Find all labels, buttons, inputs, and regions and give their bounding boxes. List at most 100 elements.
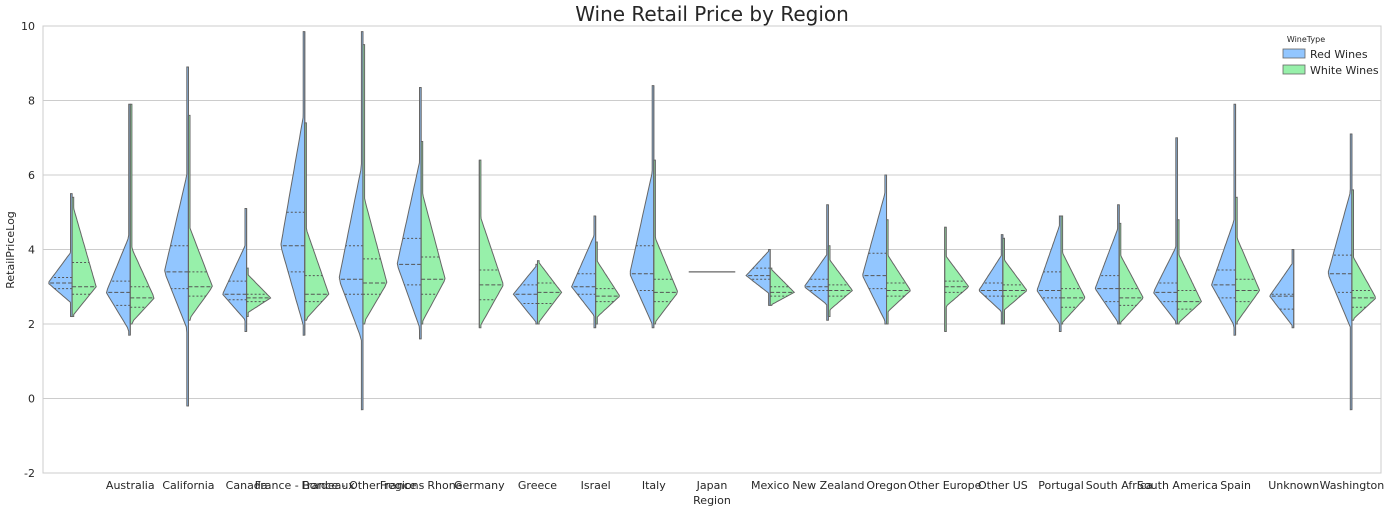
x-tick-label: Portugal — [1038, 479, 1084, 492]
violin-body — [222, 207, 248, 333]
violin-white-wines-portugal — [1060, 215, 1086, 325]
x-axis-label: Region — [693, 494, 731, 507]
violin-white-wines-south-america — [1176, 219, 1203, 325]
violin-white-wines-canada — [246, 267, 272, 318]
violin-red-wines-italy — [629, 85, 655, 329]
violin-white-wines-israel — [595, 241, 620, 325]
violin-white-wines-other-us — [1002, 237, 1027, 325]
violin-marks — [48, 31, 1376, 411]
legend-swatch-red-wines — [1282, 48, 1306, 59]
violin-white-wines-washington — [1351, 189, 1376, 321]
legend: WineType Red Wines White Wines — [1282, 35, 1379, 77]
chart-title: Wine Retail Price by Region — [575, 2, 849, 26]
violin-white-wines-mexico — [769, 267, 796, 306]
x-tick-label: Other Europe — [908, 479, 982, 492]
x-tick-label: South Africa — [1086, 479, 1153, 492]
violin-body — [105, 103, 131, 336]
violin-white-wines-france-other-regions — [362, 44, 388, 325]
violin-white-wines-italy — [653, 159, 678, 325]
x-tick-label: Washington — [1320, 479, 1385, 492]
plot-frame — [42, 25, 1382, 474]
x-tick-label: Oregon — [866, 479, 906, 492]
y-tick-label: 6 — [28, 169, 35, 182]
violin-body — [886, 219, 911, 325]
violin-white-wines-spain — [1235, 196, 1261, 325]
violin-body — [1036, 215, 1062, 333]
violin-red-wines-oregon — [862, 174, 888, 325]
violin-white-wines-california — [187, 114, 213, 321]
x-tick-label: Australia — [106, 479, 155, 492]
violin-body — [571, 215, 597, 329]
violin-white-wines-germany — [478, 159, 504, 329]
y-tick-label: 8 — [28, 95, 35, 108]
violin-body — [653, 159, 678, 325]
violin-body — [827, 245, 853, 318]
violin-red-wines-france-bordeaux — [280, 31, 306, 336]
violin-body — [71, 196, 97, 318]
violin-red-wines-spain — [1211, 103, 1237, 336]
x-tick-label: Unknown — [1268, 479, 1319, 492]
x-tick-label: France - Other regions — [302, 479, 425, 492]
violin-red-wines-australia — [105, 103, 131, 336]
violin-white-wines-south-africa — [1118, 222, 1144, 325]
x-tick-label: Mexico — [751, 479, 790, 492]
y-tick-label: -2 — [24, 467, 35, 480]
violin-body — [1002, 237, 1027, 325]
violin-body — [1176, 219, 1203, 325]
y-tick-label: 10 — [21, 20, 35, 33]
x-tick-label: Spain — [1220, 479, 1251, 492]
violin-body — [338, 31, 364, 411]
violin-body — [629, 85, 655, 329]
x-tick-label: Greece — [518, 479, 557, 492]
violin-body — [1060, 215, 1086, 325]
violin-red-wines-canada — [222, 207, 248, 333]
violin-body — [745, 249, 771, 306]
legend-swatch-white-wines — [1282, 64, 1306, 75]
x-tick-label: Japan — [696, 479, 728, 492]
violin-body — [362, 44, 388, 325]
violin-body — [944, 226, 970, 333]
violin-white-wines-france-bordeaux — [304, 122, 330, 321]
violin-red-wines-other-us — [978, 234, 1004, 325]
x-tick-label: France - Rhone — [380, 479, 463, 492]
violin-red-wines-mexico — [745, 249, 771, 306]
violin-red-wines-unknown — [1269, 249, 1295, 329]
violin-white-wines-new-zealand — [827, 245, 853, 318]
violin-body — [420, 140, 446, 325]
x-tick-label: New Zealand — [792, 479, 864, 492]
violin-body — [1235, 196, 1261, 325]
violin-body — [129, 103, 155, 325]
violin-white-wines-greece — [536, 260, 563, 325]
violin-body — [246, 267, 272, 318]
violin-red-wines-new-zealand — [804, 204, 829, 321]
violin-white-wines-france-rhone — [420, 140, 446, 325]
violin-red-wines-south-america — [1153, 137, 1178, 325]
violin-red-wines-israel — [571, 215, 597, 329]
violin-red-wines-france-other-regions — [338, 31, 364, 411]
violin-body — [1327, 133, 1353, 411]
x-tick-label: Israel — [581, 479, 611, 492]
y-axis-label: RetailPriceLog — [4, 211, 17, 289]
y-tick-label: 2 — [28, 318, 35, 331]
y-tick-label: 0 — [28, 393, 35, 406]
violin-body — [978, 234, 1004, 325]
violin-body — [187, 114, 213, 321]
violin-red-wines-portugal — [1036, 215, 1062, 333]
violin-body — [164, 66, 189, 407]
violin-body — [1153, 137, 1178, 325]
violin-red-wines-south-africa — [1094, 204, 1120, 325]
x-tick-label: Italy — [642, 479, 666, 492]
violin-body — [1118, 222, 1144, 325]
violin-red-wines-blank — [48, 193, 73, 318]
violin-red-wines-greece — [512, 263, 538, 325]
violin-body — [396, 86, 422, 340]
x-tick-label: Other US — [978, 479, 1028, 492]
violin-body — [280, 31, 306, 336]
x-tick-label: Canada — [226, 479, 268, 492]
violin-red-wines-france-rhone — [396, 86, 422, 340]
violin-body — [1269, 249, 1295, 329]
violin-body — [595, 241, 620, 325]
y-tick-labels: -2 0 2 4 6 8 10 — [21, 20, 35, 480]
